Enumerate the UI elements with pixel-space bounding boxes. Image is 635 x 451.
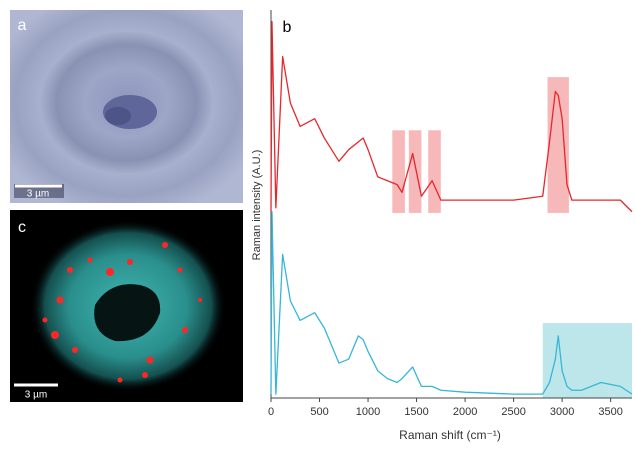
x-tick-label: 3000 [550, 406, 574, 418]
x-tick-label: 3500 [598, 406, 622, 418]
x-axis-label: Raman shift (cm⁻¹) [399, 428, 501, 442]
highlight-band [428, 130, 441, 213]
lipid-droplets [42, 242, 202, 383]
x-tick-label: 1000 [356, 406, 380, 418]
spectrum-line [270, 211, 633, 395]
spectrum-line [270, 20, 633, 213]
nucleus-lobe [105, 107, 131, 125]
panel-label: c [18, 219, 26, 236]
highlight-band [392, 130, 405, 213]
panel-c: 3 µm c [10, 210, 243, 402]
highlight-band [542, 323, 632, 398]
x-tick-label: 1500 [404, 406, 428, 418]
scale-label: 3 µm [27, 189, 49, 200]
x-tick-label: 2000 [453, 406, 477, 418]
x-tick-label: 0 [268, 406, 274, 418]
x-tick-label: 500 [310, 406, 328, 418]
panel-label: b [283, 19, 292, 36]
highlight-band [408, 130, 422, 213]
nucleus [94, 284, 161, 342]
panel-a: 3 µm a [10, 10, 243, 203]
panel-label: a [18, 17, 27, 34]
x-tick-label: 2500 [501, 406, 525, 418]
scale-label: 3 µm [25, 390, 47, 401]
y-axis-label: Raman intensity (A.U.) [251, 150, 263, 261]
